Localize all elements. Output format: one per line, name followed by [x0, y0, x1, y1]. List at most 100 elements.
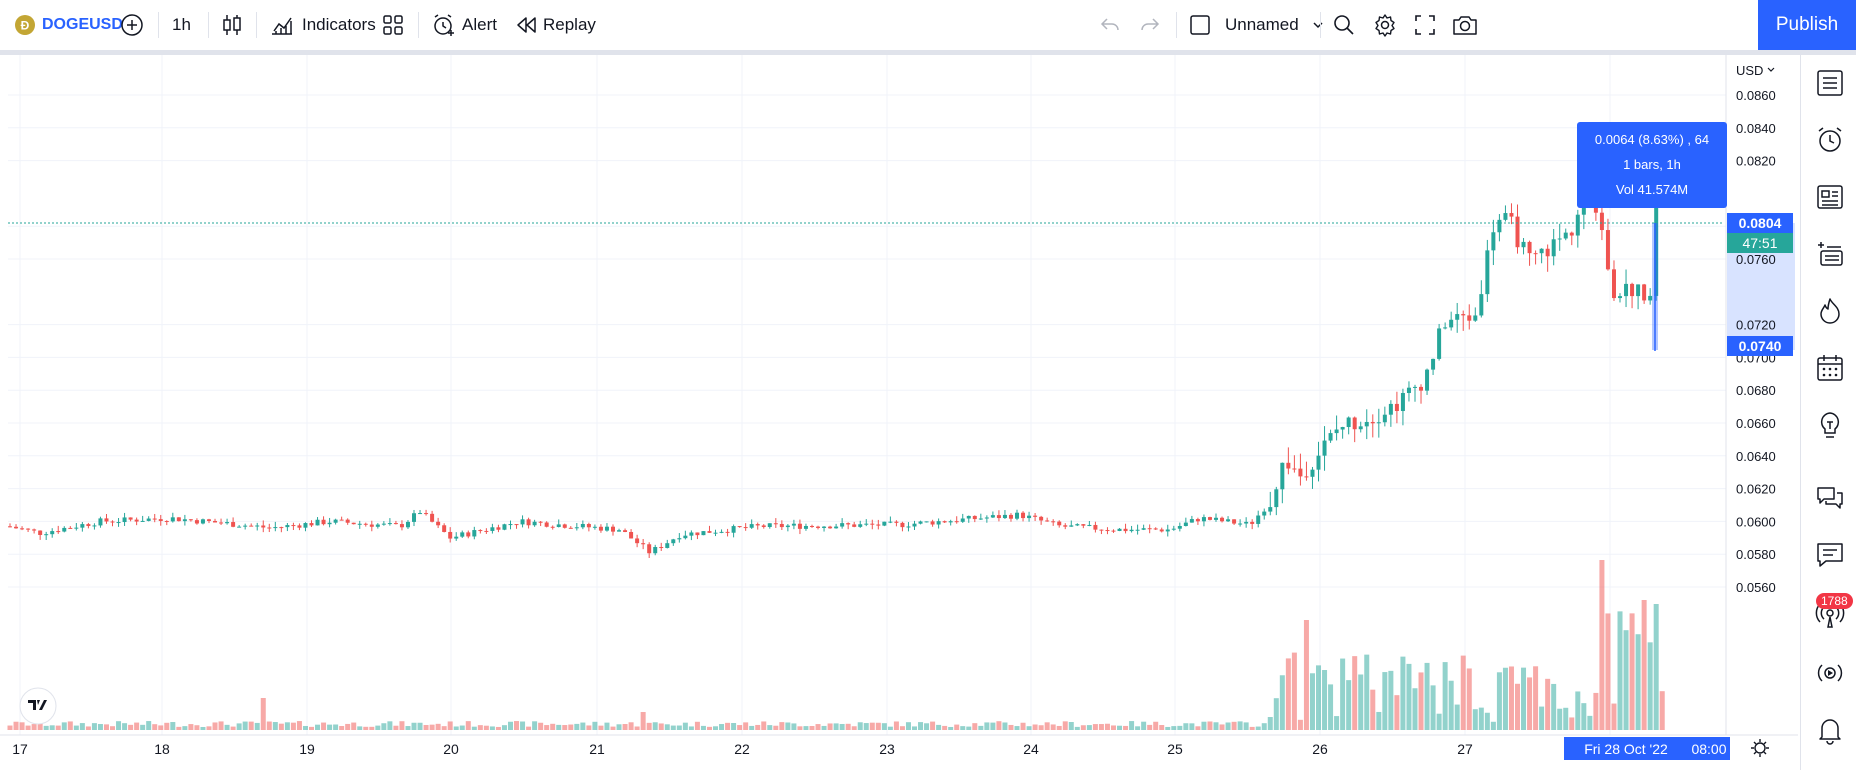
- ideas-icon[interactable]: [1815, 410, 1845, 440]
- volume-bar: [815, 724, 821, 730]
- indicators-button[interactable]: Indicators: [270, 0, 376, 50]
- volume-bar: [140, 724, 146, 730]
- candle-body: [315, 519, 320, 526]
- volume-bar: [664, 724, 670, 730]
- volume-bar: [719, 724, 725, 730]
- broadcast-icon[interactable]: [1815, 658, 1845, 688]
- chat-icon[interactable]: [1815, 483, 1845, 513]
- replay-button[interactable]: Replay: [515, 0, 596, 50]
- current-price-text: 0.0804: [1739, 215, 1782, 231]
- candle-body: [1569, 232, 1574, 236]
- volume-bar: [375, 725, 381, 730]
- candle-body: [1244, 521, 1249, 524]
- volume-bar: [568, 724, 574, 730]
- candle-body: [828, 526, 833, 529]
- volume-bar: [544, 725, 550, 730]
- candle-body: [261, 525, 266, 528]
- volume-bar: [1322, 670, 1328, 730]
- volume-bar: [116, 721, 122, 730]
- candle-body: [200, 519, 205, 524]
- volume-bar: [1430, 685, 1436, 730]
- candle-body: [1039, 516, 1044, 521]
- candle-body: [984, 517, 989, 519]
- volume-bar: [1225, 722, 1231, 730]
- candle-body: [966, 515, 971, 519]
- volume-bar: [25, 725, 31, 730]
- streams-icon[interactable]: [1815, 600, 1845, 630]
- settings-button[interactable]: [1373, 0, 1397, 50]
- volume-bar: [1605, 613, 1611, 730]
- candle-body: [1539, 248, 1544, 254]
- candle-body: [592, 526, 597, 528]
- messages-icon[interactable]: [1815, 540, 1845, 570]
- alarm-icon[interactable]: [1815, 125, 1845, 155]
- candle-body: [954, 521, 959, 523]
- volume-bar: [791, 723, 797, 730]
- candle-body: [550, 526, 555, 528]
- search-button[interactable]: [1333, 0, 1355, 50]
- date-tick-label: 19: [299, 741, 315, 757]
- svg-text:Ð: Ð: [21, 19, 30, 33]
- fullscreen-button[interactable]: [1414, 0, 1436, 50]
- compare-button[interactable]: [119, 0, 145, 50]
- volume-bar: [278, 723, 284, 730]
- chart-area[interactable]: 0.08600.08400.08200.07800.07600.07200.07…: [0, 55, 1798, 770]
- chart-type-button[interactable]: [220, 0, 244, 50]
- volume-bar: [749, 725, 755, 730]
- news-icon[interactable]: [1815, 182, 1845, 212]
- templates-button[interactable]: [382, 0, 404, 50]
- candle-body: [309, 523, 314, 526]
- candle-body: [544, 522, 549, 527]
- volume-bar: [773, 725, 779, 730]
- volume-bar: [1388, 670, 1394, 730]
- candle-body: [1087, 524, 1092, 526]
- candle-body: [44, 534, 49, 536]
- candle-body: [484, 530, 489, 532]
- alert-button[interactable]: Alert: [432, 0, 497, 50]
- volume-bar: [905, 722, 911, 730]
- hotlist-icon[interactable]: [1815, 296, 1845, 326]
- volume-bar: [622, 724, 628, 730]
- volume-bar: [1297, 719, 1303, 730]
- calendar-icon[interactable]: [1815, 353, 1845, 383]
- candle-body: [1093, 524, 1098, 530]
- volume-bar: [1472, 709, 1478, 730]
- candle-body: [1328, 433, 1333, 441]
- volume-bar: [67, 721, 73, 730]
- candle-body: [852, 524, 857, 527]
- volume-bar: [893, 721, 899, 730]
- volume-bar: [526, 726, 532, 730]
- volume-bar: [453, 726, 459, 730]
- candle-body: [448, 531, 453, 539]
- currency-button[interactable]: USD: [1736, 63, 1775, 78]
- candle-body: [707, 531, 712, 533]
- interval-button[interactable]: 1h: [172, 0, 191, 50]
- replay-label: Replay: [543, 15, 596, 34]
- volume-bar: [43, 725, 49, 730]
- volume-bar: [803, 726, 809, 730]
- volume-bar: [387, 721, 393, 730]
- screenshot-button[interactable]: [1452, 0, 1478, 50]
- candle-body: [122, 517, 127, 523]
- volume-bar: [1629, 613, 1635, 730]
- candle-body: [50, 531, 55, 535]
- publish-button[interactable]: Publish: [1758, 0, 1856, 50]
- volume-bar: [327, 724, 333, 730]
- add-list-icon[interactable]: [1815, 239, 1845, 269]
- volume-bar: [200, 726, 206, 730]
- chart-settings-button[interactable]: [1751, 739, 1769, 757]
- candle-body: [1605, 230, 1610, 270]
- candle-body: [170, 517, 175, 522]
- watchlist-icon[interactable]: [1815, 68, 1845, 98]
- candle-body: [1449, 319, 1454, 328]
- bell-icon[interactable]: [1815, 715, 1845, 745]
- volume-bar: [857, 722, 863, 730]
- redo-button[interactable]: [1140, 0, 1160, 50]
- layout-button[interactable]: Unnamed: [1189, 0, 1325, 50]
- price-chart[interactable]: 0.08600.08400.08200.07800.07600.07200.07…: [0, 55, 1798, 770]
- symbol-search[interactable]: Ð DOGEUSD: [14, 0, 123, 50]
- volume-bar: [224, 724, 230, 730]
- undo-button[interactable]: [1100, 0, 1120, 50]
- price-tick-label: 0.0640: [1736, 449, 1776, 464]
- candle-body: [725, 531, 730, 533]
